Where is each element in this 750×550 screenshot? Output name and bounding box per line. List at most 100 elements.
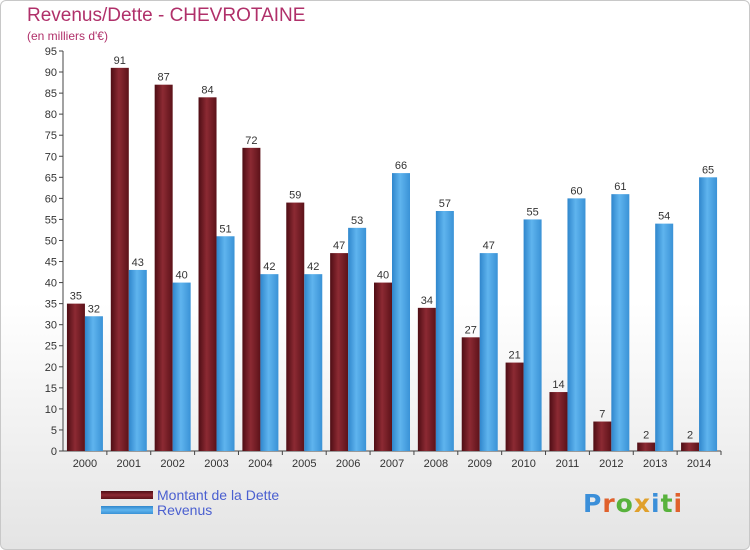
x-tick-label: 2004 [248,458,272,470]
bar-value-label-debt: 35 [70,291,82,303]
bar-value-label-debt: 47 [333,240,345,252]
bar-value-label-revenue: 51 [219,223,231,235]
bar-value-label-revenue: 42 [307,261,319,273]
y-tick-label: 45 [45,257,57,269]
x-tick-label: 2001 [117,458,141,470]
y-tick-label: 95 [45,46,57,58]
y-tick-label: 35 [45,299,57,311]
x-tick-label: 2013 [643,458,667,470]
bar-revenue [567,198,586,451]
bar-value-label-debt: 2 [687,430,693,442]
bar-value-label-debt: 14 [552,379,564,391]
x-tick-label: 2011 [556,458,580,470]
bar-debt [681,442,700,451]
legend-label-revenue: Revenus [157,501,213,518]
bar-revenue [128,269,147,451]
bar-value-label-debt: 7 [599,409,605,421]
bar-debt [330,253,349,451]
x-tick-label: 2009 [467,458,491,470]
y-tick-label: 20 [45,362,57,374]
y-tick-label: 10 [45,404,57,416]
bar-revenue [348,227,367,451]
y-tick-label: 15 [45,383,57,395]
bar-value-label-debt: 27 [465,324,477,336]
bar-value-label-revenue: 55 [526,206,538,218]
y-tick-label: 25 [45,341,57,353]
bar-value-label-debt: 40 [377,270,389,282]
y-tick-label: 55 [45,214,57,226]
y-tick-label: 30 [45,320,57,332]
x-tick-label: 2002 [160,458,184,470]
legend-label-debt: Montant de la Dette [157,486,280,503]
y-tick-label: 80 [45,109,57,121]
bar-debt [286,202,305,451]
x-tick-label: 2007 [380,458,404,470]
bar-revenue [216,236,235,451]
bar-revenue [260,274,279,451]
bar-debt [154,84,173,452]
bar-debt [417,307,436,451]
y-tick-label: 0 [51,446,57,458]
legend-item-revenue: Revenus [101,501,279,518]
bar-value-label-revenue: 54 [658,211,670,223]
bar-value-label-debt: 59 [289,190,301,202]
bar-revenue [304,274,323,451]
bar-value-label-revenue: 42 [263,261,275,273]
bar-revenue [435,211,454,451]
y-tick-label: 40 [45,278,57,290]
y-tick-label: 90 [45,67,57,79]
proxiti-logo: Proxiti [583,489,684,518]
y-tick-label: 75 [45,130,57,142]
bar-revenue [523,219,542,451]
x-tick-label: 2008 [424,458,448,470]
bar-value-label-debt: 2 [643,430,649,442]
bar-value-label-revenue: 61 [614,181,626,193]
chart-subtitle: (en milliers d'€) [27,29,108,43]
bar-value-label-debt: 34 [421,295,433,307]
x-tick-label: 2003 [204,458,228,470]
y-tick-label: 50 [45,235,57,247]
legend-swatch-revenue [101,505,153,514]
bar-revenue [172,282,191,451]
x-tick-label: 2012 [599,458,623,470]
bar-debt [637,442,656,451]
bar-debt [505,362,524,451]
y-tick-label: 60 [45,193,57,205]
bar-value-label-debt: 84 [201,84,213,96]
bar-value-label-revenue: 65 [702,164,714,176]
bar-value-label-revenue: 43 [132,257,144,269]
x-tick-label: 2000 [73,458,97,470]
x-tick-label: 2006 [336,458,360,470]
bar-debt [593,421,612,451]
bar-debt [242,147,261,451]
y-tick-label: 65 [45,172,57,184]
bar-revenue [655,223,674,451]
bar-value-label-revenue: 47 [483,240,495,252]
chart-legend: Montant de la Dette Revenus [101,486,280,518]
bar-revenue [84,316,103,451]
y-tick-label: 70 [45,151,57,163]
bar-revenue [479,253,498,451]
chart-title: Revenus/Dette - CHEVROTAINE [27,5,306,26]
bar-revenue [392,173,410,451]
x-tick-label: 2005 [292,458,316,470]
bar-value-label-revenue: 32 [88,303,100,315]
bar-debt [374,282,392,451]
bar-debt [110,67,129,451]
legend-swatch-debt [101,490,153,499]
bar-value-label-revenue: 40 [176,270,188,282]
y-tick-label: 5 [51,425,57,437]
legend-item-debt: Montant de la Dette [101,486,280,503]
bar-debt [66,303,85,451]
bar-value-label-revenue: 60 [570,185,582,197]
x-tick-label: 2010 [511,458,535,470]
bar-debt [198,97,217,451]
bar-value-label-debt: 91 [114,55,126,67]
bar-value-label-revenue: 66 [395,160,407,172]
x-tick-label: 2014 [687,458,711,470]
y-tick-label: 85 [45,88,57,100]
bar-value-label-debt: 72 [245,135,257,147]
bar-revenue [611,194,630,451]
